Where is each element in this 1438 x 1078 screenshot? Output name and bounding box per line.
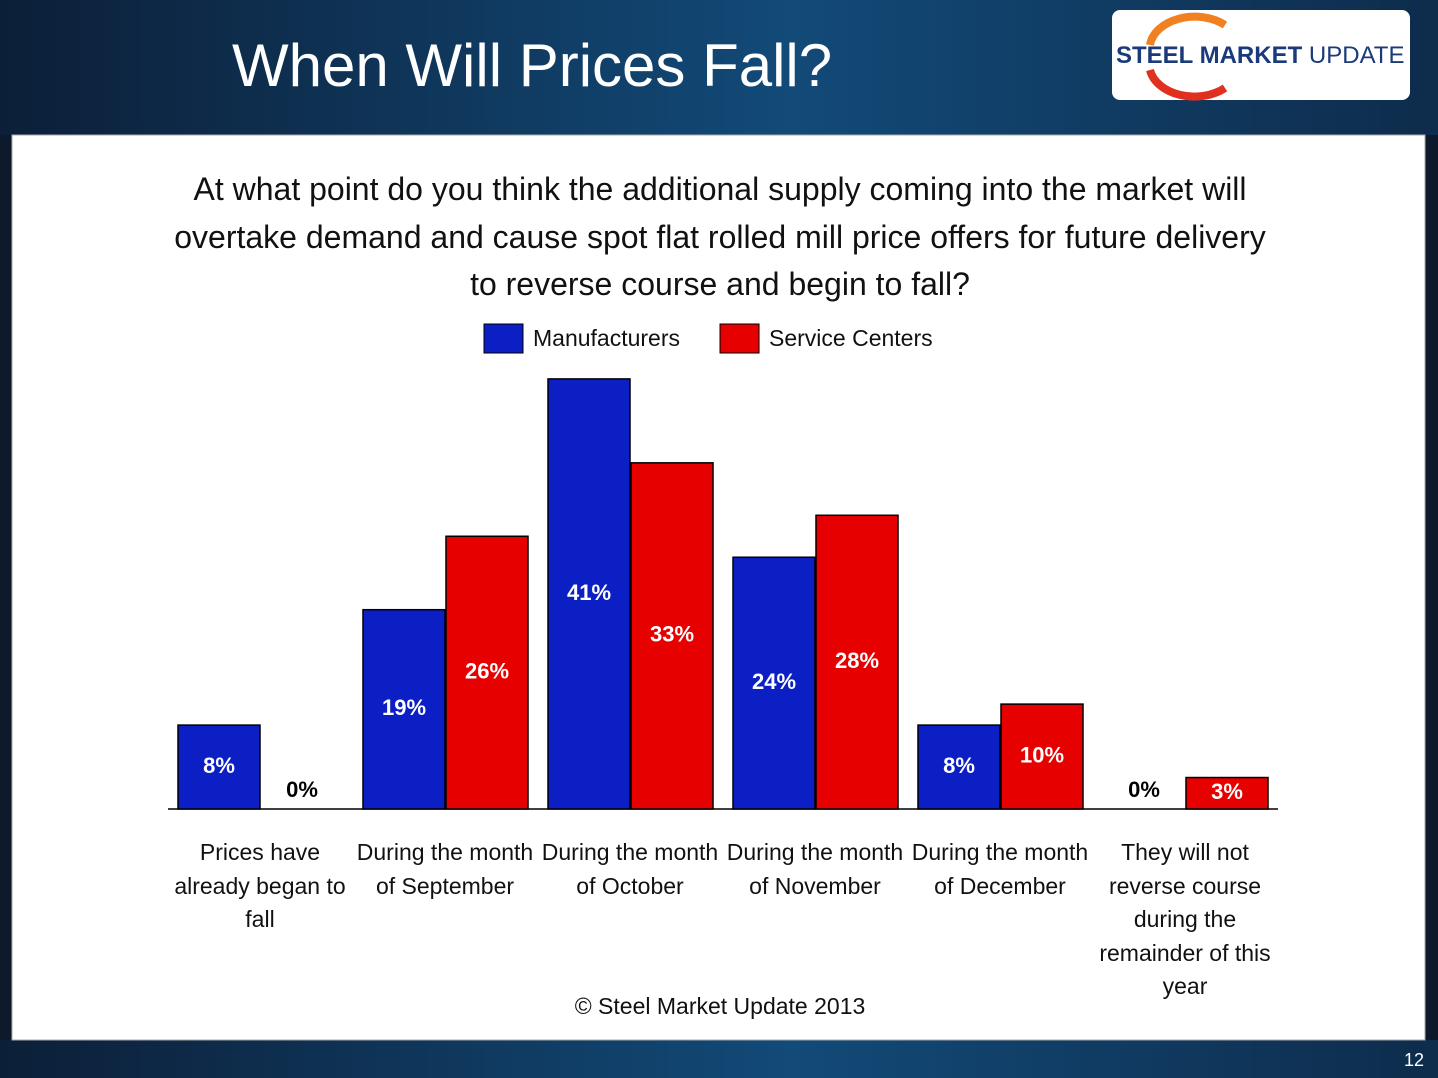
value-label: 24% xyxy=(752,669,796,694)
value-label: 0% xyxy=(1128,777,1160,802)
bar xyxy=(445,535,529,810)
logo-box xyxy=(1112,10,1410,100)
bar xyxy=(630,462,714,810)
value-label: 19% xyxy=(382,695,426,720)
footnote: © Steel Market Update 2013 xyxy=(575,993,866,1019)
x-tick-label: During the month of November xyxy=(726,839,904,899)
legend-swatch xyxy=(483,323,524,354)
value-label: 8% xyxy=(203,753,235,778)
value-label: 10% xyxy=(1020,742,1064,767)
logo-swoosh xyxy=(1146,12,1228,46)
value-label: 33% xyxy=(650,622,694,647)
slide-title: When Will Prices Fall? xyxy=(232,32,832,99)
x-tick-label: During the month of October xyxy=(541,839,719,899)
x-tick-label: During the month of September xyxy=(356,839,534,899)
bar xyxy=(1185,776,1269,810)
logo-text: STEEL MARKET UPDATE xyxy=(1116,42,1404,69)
legend-label: Manufacturers xyxy=(533,325,680,351)
footer-band xyxy=(0,1040,1438,1078)
bar xyxy=(362,608,446,810)
value-label: 0% xyxy=(286,777,318,802)
x-tick-label: They will not reverse course during the … xyxy=(1099,839,1271,999)
bar xyxy=(732,556,816,810)
bar xyxy=(917,724,1001,810)
value-label: 26% xyxy=(465,658,509,683)
value-label: 3% xyxy=(1211,779,1243,804)
bar xyxy=(815,514,899,810)
legend-swatch xyxy=(719,323,760,354)
slide-number: 12 xyxy=(1404,1050,1424,1070)
bar xyxy=(547,378,631,810)
content-panel xyxy=(11,134,1426,1041)
value-label: 8% xyxy=(943,753,975,778)
x-tick-label: Prices have already began to fall xyxy=(174,839,346,932)
logo-bold: STEEL MARKET xyxy=(1116,42,1303,69)
bar xyxy=(1000,703,1084,810)
bar xyxy=(177,724,261,810)
chart-title: At what point do you think the additiona… xyxy=(174,171,1266,302)
x-tick-label: During the month of December xyxy=(911,839,1089,899)
logo-swoosh xyxy=(1146,68,1228,101)
value-label: 41% xyxy=(567,580,611,605)
logo-light: UPDATE xyxy=(1309,42,1405,69)
legend-label: Service Centers xyxy=(769,325,933,351)
value-label: 28% xyxy=(835,648,879,673)
